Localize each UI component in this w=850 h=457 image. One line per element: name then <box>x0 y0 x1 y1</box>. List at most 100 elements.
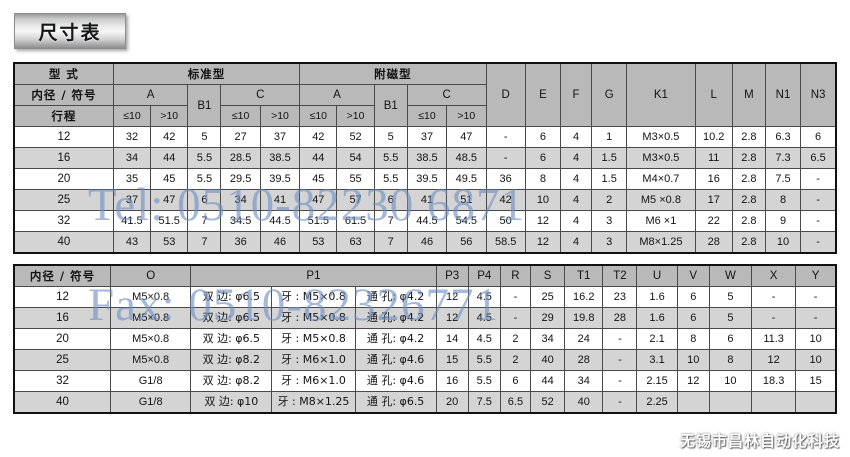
cell-N1: 7.3 <box>764 147 802 169</box>
cell-mag-A-le10: 53 <box>299 231 338 254</box>
cell-std-C-le10: 27 <box>220 126 261 148</box>
page-title: 尺寸表 <box>38 21 102 44</box>
cell-P1: 双 边: φ6.5 牙 : M5×0.8 通 孔: φ4.2 <box>190 328 437 350</box>
cell-P3: 20 <box>435 391 469 414</box>
cell-mag-C-gt10: 48.5 <box>446 147 487 169</box>
cell-mag-A-gt10: 63 <box>336 231 375 254</box>
cell-bore: 25 <box>13 189 114 211</box>
dimension-table-bottom: 内径 / 符号 O P1 P3 P4 R S T1 T2 U V W X Y 1… <box>13 264 837 414</box>
cell-W: 5 <box>708 286 753 308</box>
cell-bore: 32 <box>13 210 114 232</box>
cell-std-A-gt10: 44 <box>150 147 189 169</box>
cell-P1-through-hole: 通 孔: φ4.6 <box>366 353 425 366</box>
cell-P1-through-hole: 通 孔: φ4.2 <box>366 311 425 324</box>
cell-W <box>708 391 753 414</box>
header-mag-A-le10: ≤10 <box>299 105 338 127</box>
header-bottom-bore-symbol: 内径 / 符号 <box>13 264 111 287</box>
cell-P3: 14 <box>435 328 469 350</box>
cell-T2: - <box>602 370 638 392</box>
cell-T2: - <box>602 391 638 414</box>
cell-W: 6 <box>708 328 753 350</box>
cell-P3: 12 <box>435 286 469 308</box>
cell-U: 2.1 <box>636 328 678 350</box>
header-col-W: W <box>708 264 753 287</box>
dimension-table-top: 型 式 标准型 附磁型 D E F G K1 L M N1 N3 内径 / 符号… <box>13 62 837 254</box>
cell-std-C-gt10: 44.5 <box>259 210 301 232</box>
cell-mag-C-gt10: 54.5 <box>446 210 487 232</box>
table-row: 12 32 42 5 27 37 42 52 5 37 47-6 4 1 M3×0.5 10.2 2.8 6.3… <box>13 126 837 148</box>
cell-O: M5×0.8 <box>109 307 192 329</box>
table-row: 40 G1/8 双 边: φ10 牙 : M8×1.25 通 孔: φ6.5 20 7.5 6… <box>13 391 837 414</box>
cell-P1-double-side: 双 边: φ10 <box>192 392 273 412</box>
header-col-G: G <box>591 62 628 127</box>
table-row: 20 M5×0.8 双 边: φ6.5 牙 : M5×0.8 通 孔: φ4.2 14 4.… <box>13 328 837 350</box>
cell-X: - <box>751 286 797 308</box>
cell-P1: 双 边: φ8.2 牙 : M6×1.0 通 孔: φ4.6 <box>190 370 437 392</box>
cell-P3: 16 <box>435 370 469 392</box>
cell-P1: 双 边: φ10 牙 : M8×1.25 通 孔: φ6.5 <box>190 391 437 414</box>
cell-mag-C-le10: 39.5 <box>406 168 448 190</box>
header-std-A-gt10: >10 <box>150 105 189 127</box>
cell-O: M5×0.8 <box>109 328 192 350</box>
cell-K1: M5 ×0.8 <box>626 189 696 211</box>
cell-std-B1: 6 <box>187 189 222 211</box>
cell-E: 12 <box>524 231 562 254</box>
cell-mag-B1: 5.5 <box>373 147 408 169</box>
cell-G: 2 <box>591 189 628 211</box>
cell-L: 28 <box>694 231 733 254</box>
cell-R: - <box>499 286 532 308</box>
cell-N3: 6 <box>800 126 837 148</box>
cell-mag-A-gt10: 54 <box>336 147 375 169</box>
cell-M: 2.8 <box>731 189 766 211</box>
cell-bore: 32 <box>13 370 111 392</box>
cell-P1: 双 边: φ6.5 牙 : M5×0.8 通 孔: φ4.2 <box>190 286 437 308</box>
cell-mag-B1: 7 <box>373 231 408 254</box>
cell-T1: 34 <box>564 370 604 392</box>
cell-P1-thread: 牙 : M5×0.8 <box>272 287 356 307</box>
cell-mag-A-gt10: 55 <box>336 168 375 190</box>
cell-N3: 6.5 <box>800 147 837 169</box>
cell-bore: 40 <box>13 231 114 254</box>
cell-G: 1 <box>591 126 628 148</box>
cell-L: 10.2 <box>694 126 733 148</box>
cell-P1-double-side: 双 边: φ6.5 <box>192 329 273 349</box>
cell-L: 11 <box>694 147 733 169</box>
cell-F: 4 <box>560 126 593 148</box>
cell-P4: 5.5 <box>467 349 501 371</box>
cell-K1: M3×0.5 <box>626 126 696 148</box>
cell-mag-C-gt10: 51 <box>446 189 487 211</box>
cell-std-A-le10: 35 <box>112 168 152 190</box>
header-type-label: 型 式 <box>13 62 114 85</box>
cell-mag-C-gt10: 47 <box>446 126 487 148</box>
cell-std-B1: 7 <box>187 210 222 232</box>
header-col-P4: P4 <box>467 264 501 287</box>
cell-T2: 28 <box>602 307 638 329</box>
cell-mag-C-gt10: 49.5 <box>446 168 487 190</box>
cell-N3: - <box>800 189 837 211</box>
cell-X: 11.3 <box>751 328 797 350</box>
cell-P1-through-hole: 通 孔: φ6.5 <box>366 395 425 408</box>
header-std-A-le10: ≤10 <box>112 105 152 127</box>
cell-V: 6 <box>676 307 710 329</box>
cell-std-C-le10: 28.5 <box>220 147 261 169</box>
cell-std-C-gt10: 37 <box>259 126 301 148</box>
cell-U: 2.25 <box>636 391 678 414</box>
cell-P3: 15 <box>435 349 469 371</box>
cell-std-A-gt10: 51.5 <box>150 210 189 232</box>
cell-L: 22 <box>694 210 733 232</box>
cell-mag-B1: 6 <box>373 189 408 211</box>
header-std-B1: B1 <box>187 84 222 127</box>
cell-N3: - <box>800 210 837 232</box>
cell-O: M5×0.8 <box>109 286 192 308</box>
header-mag-A-gt10: >10 <box>336 105 375 127</box>
cell-P4: 4.5 <box>467 286 501 308</box>
cell-E: 8 <box>524 168 562 190</box>
cell-P1-thread: 牙 : M6×1.0 <box>272 350 356 370</box>
cell-std-C-le10: 34 <box>220 189 261 211</box>
cell-bore: 16 <box>13 307 111 329</box>
cell-R: 6.5 <box>499 391 532 414</box>
cell-Y: - <box>795 307 837 329</box>
page-title-plate: 尺寸表 <box>14 13 126 49</box>
cell-V: 10 <box>676 349 710 371</box>
cell-P4: 4.5 <box>467 307 501 329</box>
